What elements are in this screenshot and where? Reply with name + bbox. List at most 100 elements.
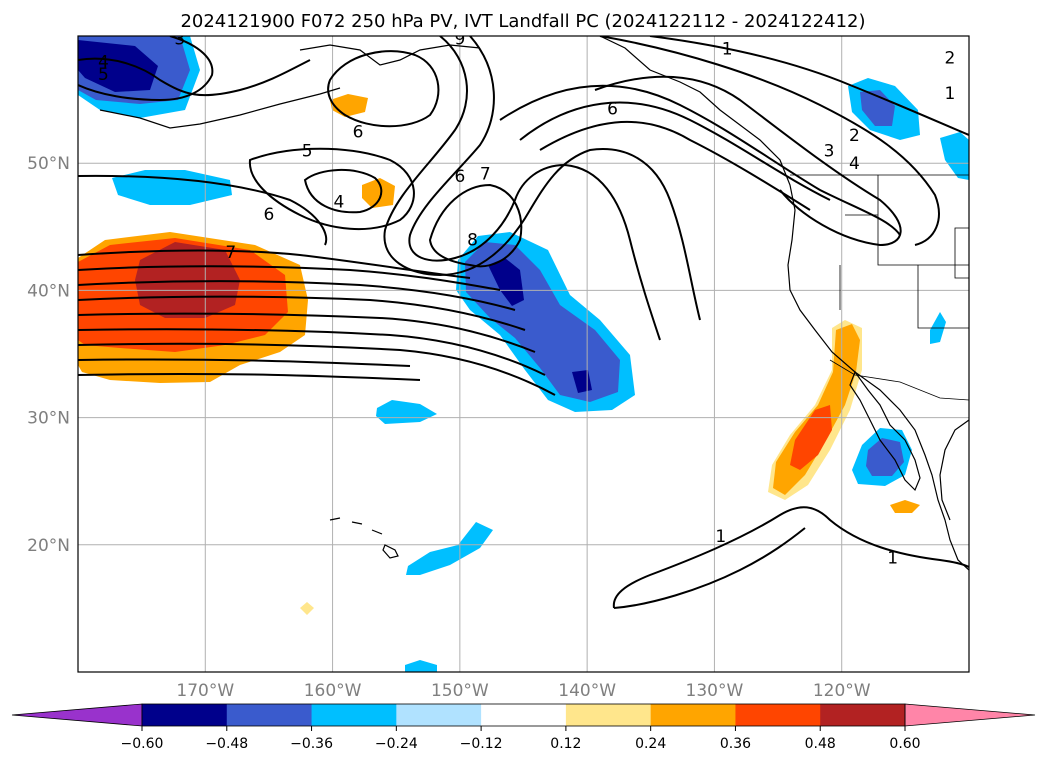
contour-label: 7	[480, 164, 491, 184]
pv-contours	[78, 36, 969, 609]
contour-west-stack-8	[78, 372, 421, 381]
contour-west-stack-3	[78, 295, 526, 331]
anomaly-negative-hawaii	[406, 522, 493, 575]
colorbar-tick-label: 0.60	[889, 736, 920, 752]
anomaly-negative-east-south-core	[866, 438, 904, 476]
contour-label: 6	[454, 167, 465, 187]
coastline-hawaii	[329, 517, 399, 559]
colorbar-tick-label: −0.60	[121, 736, 164, 752]
coastline-aleutians	[99, 87, 341, 129]
anomaly-negative-central-peak	[488, 258, 524, 306]
contour-west-stack-2	[78, 280, 516, 311]
anomaly-negative-east-edge	[940, 132, 969, 180]
colorbar-tick-label: −0.24	[375, 736, 418, 752]
contour-ridge-2	[499, 84, 901, 236]
lon-tick-label: 120°W	[813, 681, 871, 701]
colorbar-box	[226, 704, 313, 726]
colorbar-box	[565, 704, 652, 726]
coastline-north-america	[599, 36, 969, 571]
contour-north-loop	[327, 50, 440, 128]
contour-west-stack-5	[78, 328, 546, 376]
contour-label: 4	[849, 154, 860, 174]
contour-ridge-1	[594, 75, 902, 247]
anomaly-negative-west-strip	[112, 170, 232, 205]
lat-tick-label: 50°N	[27, 154, 70, 174]
anomaly-positive-west-peak	[135, 242, 240, 318]
colorbar-tick-label: 0.36	[720, 736, 751, 752]
contour-label: 6	[353, 122, 364, 142]
colorbar-box	[481, 704, 567, 726]
map-frame	[77, 35, 970, 673]
contour-label: 5	[98, 65, 109, 85]
figure-title: 2024121900 F072 250 hPa PV, IVT Landfall…	[180, 11, 865, 32]
borders	[790, 174, 969, 401]
longitude-labels: 170°W 160°W 150°W 140°W 130°W 120°W	[176, 681, 870, 701]
contour-nw-1	[78, 57, 311, 97]
contour-label: 8	[467, 231, 478, 251]
contour-west-stack-7	[78, 358, 411, 367]
lon-tick-label: 170°W	[176, 681, 234, 701]
lon-tick-label: 160°W	[304, 681, 362, 701]
contour-trough-outer	[383, 36, 701, 321]
colorbar-tick-label: −0.36	[290, 736, 333, 752]
contour-label: 1	[722, 40, 733, 60]
coastline-mexico-west	[939, 419, 969, 521]
colorbar-box	[820, 704, 906, 726]
contour-west-stack-1	[78, 265, 501, 291]
lon-tick-label: 140°W	[558, 681, 616, 701]
colorbar-box	[735, 704, 821, 726]
anomaly-positive-tiny	[300, 602, 314, 615]
contour-label: 7	[225, 243, 236, 263]
contour-1-north	[599, 36, 940, 246]
latitude-labels: 20°N 30°N 40°N 50°N	[27, 154, 70, 556]
lat-tick-label: 20°N	[27, 536, 70, 556]
contour-label: 3	[174, 30, 185, 50]
colorbar-extend-max	[904, 703, 1036, 727]
anomaly-negative-bottom	[405, 660, 437, 672]
coastline-alaska	[299, 44, 481, 66]
anomaly-positive-small	[362, 178, 395, 208]
lon-tick-label: 150°W	[431, 681, 489, 701]
contour-7-west	[78, 249, 471, 279]
contour-label: 1	[944, 84, 955, 104]
anomaly-positive-baja	[890, 500, 920, 513]
contour-nw-2	[78, 36, 214, 102]
contour-label: 5	[302, 141, 313, 161]
lat-tick-label: 30°N	[27, 409, 70, 429]
contour-label: 2	[849, 126, 860, 146]
contour-4-loop	[303, 168, 383, 214]
colorbar-tick-label: 0.48	[805, 736, 836, 752]
gridlines	[78, 36, 969, 672]
contour-subtropical	[612, 506, 969, 609]
border-us-mexico	[829, 359, 969, 401]
colorbar-tick-label: 0.12	[550, 736, 581, 752]
contour-west-stack-6	[78, 342, 556, 396]
lon-tick-label: 130°W	[686, 681, 744, 701]
colorbar-tick-label: −0.12	[460, 736, 503, 752]
contour-label: 2	[944, 49, 955, 69]
colorbar-extend-min	[11, 703, 143, 727]
colorbar-tick-label: 0.24	[635, 736, 666, 752]
contour-label: 3	[824, 141, 835, 161]
contour-label: 1	[715, 527, 726, 547]
contour-2-north	[649, 36, 969, 136]
anomaly-positive-east-peak	[790, 405, 832, 470]
contour-label: 4	[98, 52, 109, 72]
contour-west-stack-4	[78, 312, 536, 353]
contour-5-loop	[248, 147, 415, 230]
colorbar-box	[650, 704, 736, 726]
colorbar-box	[396, 704, 482, 726]
anomaly-negative-nw-peak	[78, 40, 158, 92]
border-state-lines	[839, 175, 969, 329]
coastline-baja	[849, 370, 921, 492]
contour-ridge-3	[519, 101, 831, 201]
contour-label: 1	[887, 549, 898, 569]
contour-trough-inner	[428, 183, 523, 268]
contour-6-west	[78, 174, 328, 246]
contour-label: 9	[454, 30, 465, 50]
contour-subtropical-lower	[613, 527, 806, 609]
colorbar-box	[311, 704, 397, 726]
colorbar: −0.60 −0.48 −0.36 −0.24 −0.12 0.12 0.24 0.36 0.4…	[11, 703, 1036, 752]
